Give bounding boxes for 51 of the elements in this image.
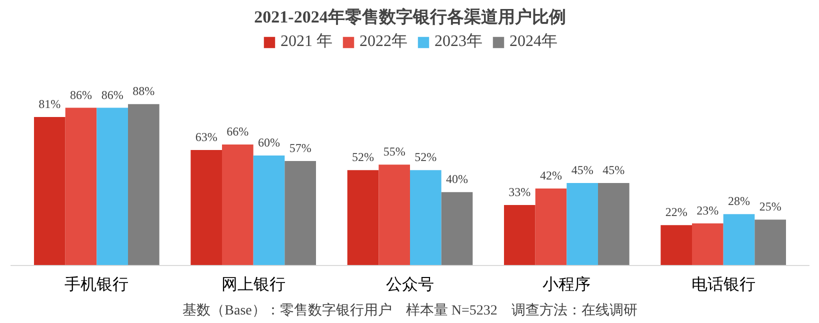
x-tick-label: 网上银行 (221, 276, 286, 294)
data-label: 45% (571, 162, 594, 177)
legend-label: 2023年 (434, 32, 482, 52)
data-label: 57% (289, 140, 312, 155)
bar (723, 214, 755, 266)
bar (535, 188, 567, 266)
data-label: 60% (258, 135, 280, 150)
data-label: 25% (759, 200, 782, 214)
data-label: 86% (70, 88, 92, 102)
data-label: 86% (101, 88, 124, 102)
data-label: 52% (352, 150, 374, 164)
bar (347, 170, 379, 266)
data-label: 81% (38, 96, 61, 111)
data-label: 23% (696, 203, 719, 218)
bar (598, 182, 630, 266)
legend-label: 2024年 (510, 32, 558, 52)
bar (378, 164, 410, 266)
bar (504, 204, 536, 266)
bar (410, 170, 442, 266)
x-tick-label: 电话银行 (691, 276, 756, 294)
legend-label: 2022年 (360, 32, 408, 52)
bar (692, 223, 724, 266)
x-tick-label: 公众号 (386, 276, 434, 294)
data-label: 55% (383, 144, 406, 159)
bar (128, 104, 160, 266)
data-label: 88% (132, 84, 155, 98)
data-label: 33% (508, 184, 531, 199)
bar (754, 220, 786, 266)
data-label: 42% (540, 168, 562, 182)
text: 基数（Base）：零售数字银行用户 样本量 N=5232 调查方法：在线调研 (182, 302, 638, 318)
bar (34, 116, 66, 266)
bar (284, 160, 316, 266)
data-label: 63% (195, 130, 218, 144)
data-label: 52% (414, 150, 437, 164)
x-tick-label: 小程序 (542, 276, 591, 294)
x-tick-label: 手机银行 (64, 276, 129, 294)
data-label: 66% (226, 124, 249, 138)
bar (441, 192, 473, 266)
data-label: 28% (728, 194, 750, 208)
data-label: 45% (602, 162, 625, 177)
data-label: 22% (665, 205, 688, 220)
bar (222, 144, 254, 266)
chart-title: 2021-2024年零售数字银行各渠道用户比例 (254, 8, 566, 26)
bar (660, 225, 692, 266)
bar (190, 150, 222, 266)
data-label: 40% (446, 172, 468, 186)
bar (253, 155, 285, 266)
legend-label: 2021 年 (280, 32, 332, 52)
bar (96, 108, 128, 266)
bar (65, 108, 97, 266)
bar (566, 182, 598, 266)
